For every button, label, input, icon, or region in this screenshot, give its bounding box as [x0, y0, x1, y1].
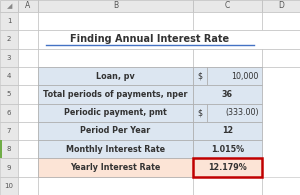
Text: Monthly Interest Rate: Monthly Interest Rate [66, 145, 165, 154]
Bar [38, 30, 193, 49]
Bar [207, 104, 262, 122]
Bar [193, 177, 262, 195]
Text: B: B [113, 2, 118, 11]
Text: 7: 7 [7, 128, 11, 134]
Text: 1: 1 [7, 18, 11, 24]
Bar [38, 85, 193, 104]
Bar [0, 67, 18, 85]
Bar [18, 12, 38, 30]
Bar [18, 67, 38, 85]
Bar [0, 85, 18, 104]
Bar [38, 12, 193, 30]
Bar [193, 12, 262, 30]
Bar [193, 140, 262, 158]
Text: Total periods of payments, nper: Total periods of payments, nper [43, 90, 188, 99]
Bar [18, 30, 38, 49]
Bar [38, 158, 193, 177]
Bar [0, 30, 18, 49]
Text: Periodic payment, pmt: Periodic payment, pmt [64, 108, 167, 117]
Text: Finding Annual Interest Rate: Finding Annual Interest Rate [70, 35, 230, 44]
Text: 2: 2 [7, 36, 11, 43]
Bar [0, 104, 18, 122]
Bar [193, 104, 207, 122]
Bar [262, 30, 300, 49]
Bar [38, 177, 193, 195]
Text: (333.00): (333.00) [225, 108, 259, 117]
Text: 4: 4 [7, 73, 11, 79]
Text: D: D [278, 2, 284, 11]
Bar [262, 177, 300, 195]
Text: Loan, pv: Loan, pv [96, 72, 135, 81]
Text: 1.015%: 1.015% [211, 145, 244, 154]
Text: 5: 5 [7, 91, 11, 97]
Bar [18, 85, 38, 104]
Bar [193, 0, 262, 12]
Bar [18, 122, 38, 140]
Bar [193, 49, 262, 67]
Bar [0, 12, 18, 30]
Text: Period Per Year: Period Per Year [80, 126, 151, 136]
Bar [0, 158, 18, 177]
Bar [38, 49, 193, 67]
Bar [262, 49, 300, 67]
Bar [193, 158, 262, 177]
Text: $: $ [197, 108, 202, 117]
Bar [193, 49, 262, 67]
Text: A: A [26, 2, 31, 11]
Bar [0, 140, 2, 158]
Bar [0, 0, 18, 12]
Text: 10: 10 [4, 183, 14, 189]
Bar [207, 67, 262, 85]
Bar [18, 158, 38, 177]
Text: C: C [225, 2, 230, 11]
Text: 12: 12 [222, 126, 233, 136]
Bar [38, 122, 193, 140]
Bar [0, 122, 18, 140]
Bar [193, 30, 262, 49]
Text: 6: 6 [7, 110, 11, 116]
Text: 10,000: 10,000 [232, 72, 259, 81]
Bar [18, 49, 38, 67]
Bar [193, 85, 262, 104]
Bar [0, 49, 18, 67]
Bar [193, 158, 262, 177]
Bar [18, 140, 38, 158]
Bar [38, 67, 193, 85]
Bar [18, 177, 38, 195]
Text: ◢: ◢ [7, 3, 13, 9]
Bar [262, 12, 300, 30]
Text: 36: 36 [222, 90, 233, 99]
Bar [0, 140, 18, 158]
Bar [18, 0, 38, 12]
Text: 3: 3 [7, 55, 11, 61]
Bar [18, 104, 38, 122]
Bar [38, 140, 193, 158]
Bar [38, 104, 193, 122]
Text: 12.179%: 12.179% [208, 163, 247, 172]
Bar [262, 49, 300, 67]
Bar [193, 122, 262, 140]
Text: $: $ [197, 72, 202, 81]
Bar [38, 0, 193, 12]
Text: 8: 8 [7, 146, 11, 152]
Bar [262, 0, 300, 12]
Bar [193, 67, 207, 85]
Text: 9: 9 [7, 165, 11, 171]
Bar [38, 49, 193, 67]
Bar [38, 30, 300, 49]
Bar [0, 177, 18, 195]
Text: Yearly Interest Rate: Yearly Interest Rate [70, 163, 161, 172]
